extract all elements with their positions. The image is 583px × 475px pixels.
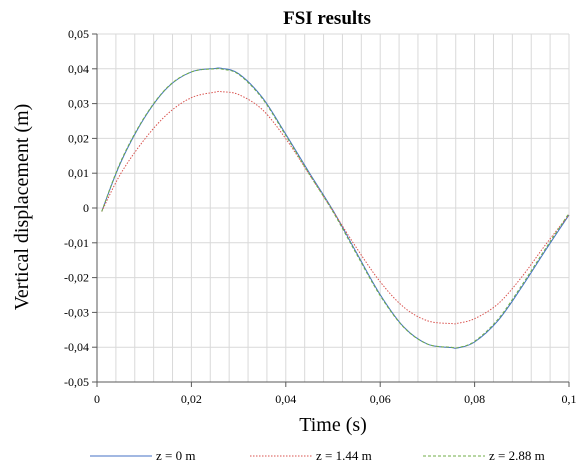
y-tick-label: 0,04: [68, 62, 89, 76]
x-tick-label: 0,06: [370, 392, 391, 406]
y-tick-label: -0,02: [64, 271, 89, 285]
y-tick-label: -0,01: [64, 236, 89, 250]
y-tick-label: 0: [83, 201, 89, 215]
y-tick-label: -0,04: [64, 340, 89, 354]
x-axis-title: Time (s): [299, 414, 367, 436]
legend-label-2: z = 1.44 m: [316, 448, 372, 463]
chart-title: FSI results: [283, 8, 371, 29]
legend-label-1: z = 0 m: [156, 448, 195, 463]
x-tick-label: 0: [94, 392, 100, 406]
x-tick-label: 0,02: [181, 392, 202, 406]
x-tick-label: 0,08: [464, 392, 485, 406]
y-tick-label: 0,01: [68, 166, 89, 180]
y-tick-label: -0,05: [64, 375, 89, 389]
legend-label-3: z = 2.88 m: [489, 448, 545, 463]
legend: z = 0 m z = 1.44 m z = 2.88 m: [90, 448, 545, 463]
tick-labels: 0,05 0,04 0,03 0,02 0,01 0 -0,01 -0,02 -0,03 -0,0…: [64, 27, 577, 406]
x-tick-label: 0,04: [275, 392, 296, 406]
y-tick-label: -0,03: [64, 305, 89, 319]
y-tick-label: 0,02: [68, 131, 89, 145]
x-tick-label: 0,1: [562, 392, 577, 406]
series-line-2: [101, 90, 570, 325]
grid: [96, 33, 570, 383]
y-tick-label: 0,05: [68, 27, 89, 41]
series-lines: [101, 67, 570, 349]
series-line-3: [101, 67, 570, 349]
y-tick-label: 0,03: [68, 97, 89, 111]
y-axis-title: Vertical displacement (m): [11, 104, 33, 311]
